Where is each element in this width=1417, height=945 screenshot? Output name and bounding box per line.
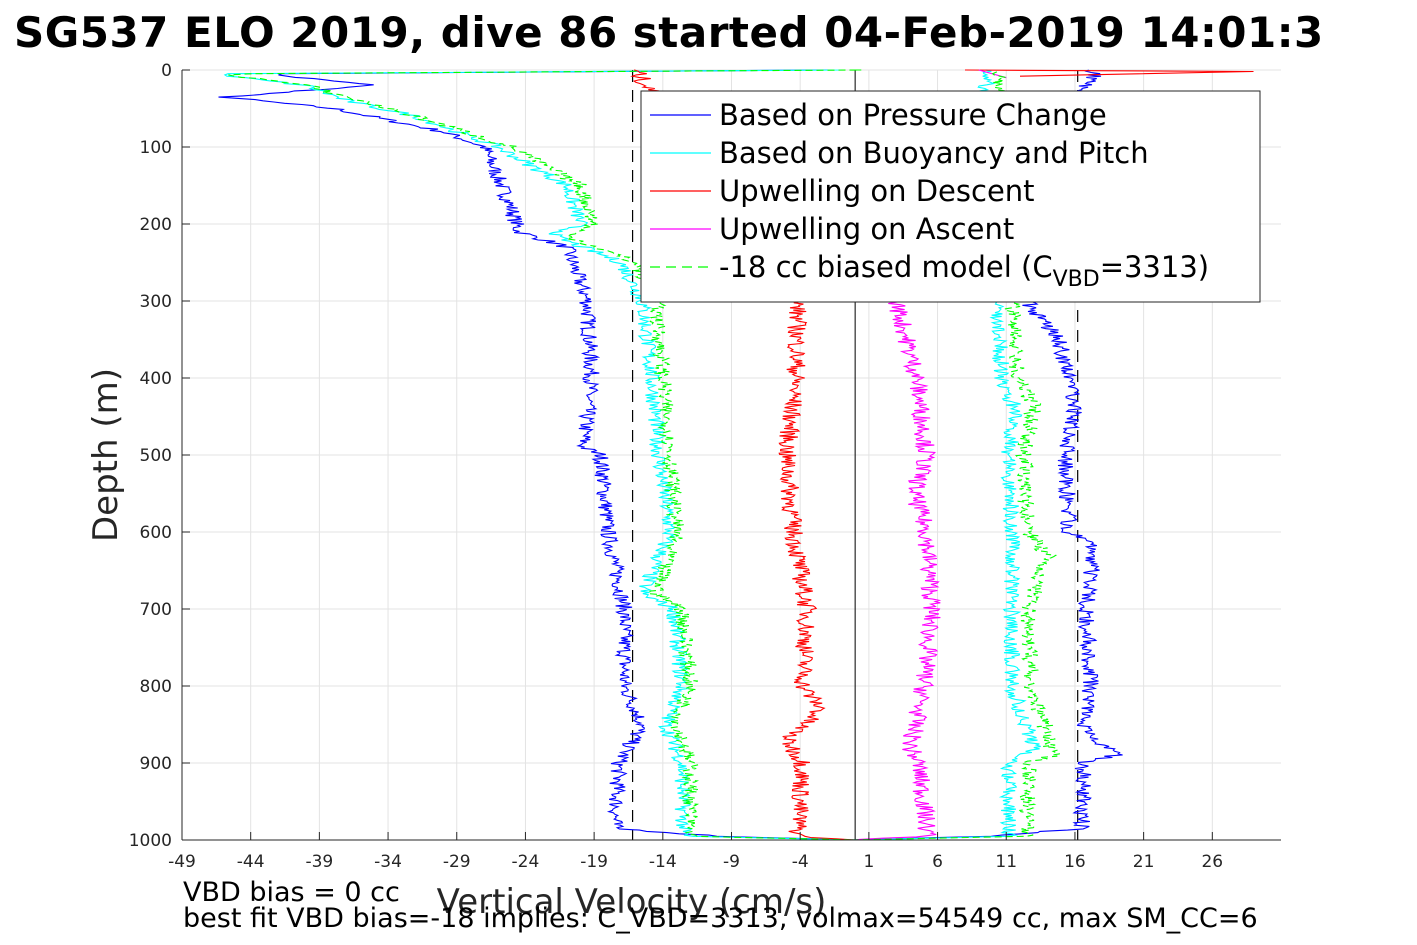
x-tick-label: -4 <box>792 852 809 872</box>
x-tick-label: -24 <box>512 852 540 872</box>
x-tick-label: 16 <box>1064 852 1086 872</box>
footnote-vbd-bias: VBD bias = 0 cc <box>183 877 400 908</box>
y-tick-label: 300 <box>140 292 172 312</box>
y-tick-label: 500 <box>140 446 172 466</box>
x-tick-label: -49 <box>168 852 196 872</box>
chart-title: SG537 ELO 2019, dive 86 started 04-Feb-2… <box>14 8 1324 57</box>
legend-subscript: VBD <box>1053 267 1100 292</box>
x-tick-label: -39 <box>305 852 333 872</box>
x-tick-label: -14 <box>649 852 677 872</box>
y-tick-label: 700 <box>140 600 172 620</box>
legend-entry-label: -18 cc biased model (CVBD=3313) <box>719 250 1209 292</box>
x-tick-label: -19 <box>580 852 608 872</box>
footnote-best-fit: best fit VBD bias=-18 implies: C_VBD=331… <box>183 903 1258 934</box>
series-line-2-ascent <box>964 69 1254 77</box>
x-tick-label: 21 <box>1133 852 1155 872</box>
y-tick-label: 0 <box>161 61 172 81</box>
y-axis-label: Depth (m) <box>86 368 126 542</box>
y-tick-label: 200 <box>140 215 172 235</box>
series-line-0-descent <box>218 69 856 841</box>
y-tick-label: 100 <box>140 138 172 158</box>
x-tick-label: 11 <box>995 852 1017 872</box>
series-line-3-descent <box>855 300 942 841</box>
series-line-4-descent <box>228 69 862 841</box>
x-axis-label: Vertical Velocity (cm/s) <box>437 882 827 922</box>
y-tick-label: 600 <box>140 523 172 543</box>
x-tick-label: -34 <box>374 852 402 872</box>
x-tick-label: 1 <box>863 852 874 872</box>
x-tick-label: 26 <box>1201 852 1223 872</box>
x-tick-label: -44 <box>237 852 265 872</box>
y-tick-label: 900 <box>140 754 172 774</box>
x-tick-label: -29 <box>443 852 471 872</box>
legend-box <box>640 90 1261 303</box>
y-tick-label: 800 <box>140 677 172 697</box>
y-tick-label: 1000 <box>129 831 172 851</box>
legend-entry-label: Based on Pressure Change <box>719 98 1107 132</box>
y-tick-label: 400 <box>140 369 172 389</box>
legend-entry-label: Upwelling on Ascent <box>719 212 1014 246</box>
x-tick-label: 6 <box>932 852 943 872</box>
legend: Based on Pressure Change Based on Buoyanc… <box>640 90 1261 303</box>
legend-entry-label: Upwelling on Descent <box>719 174 1035 208</box>
legend-entry-label: Based on Buoyancy and Pitch <box>719 136 1149 170</box>
axes-layer: -49 -44 -39 -34 -29 -24 -19 -14 -9 -4 1 6 11 16 21 2601… <box>129 61 1281 872</box>
x-tick-label: -9 <box>723 852 740 872</box>
